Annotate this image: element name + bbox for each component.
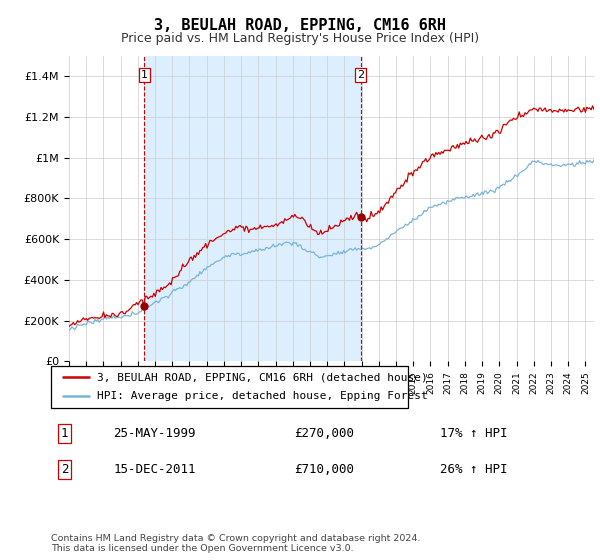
Text: 3, BEULAH ROAD, EPPING, CM16 6RH: 3, BEULAH ROAD, EPPING, CM16 6RH	[154, 18, 446, 34]
Text: £710,000: £710,000	[294, 463, 354, 476]
FancyBboxPatch shape	[51, 366, 408, 408]
Text: HPI: Average price, detached house, Epping Forest: HPI: Average price, detached house, Eppi…	[97, 391, 428, 402]
Text: Price paid vs. HM Land Registry's House Price Index (HPI): Price paid vs. HM Land Registry's House …	[121, 32, 479, 45]
Text: £270,000: £270,000	[294, 427, 354, 440]
Text: 1: 1	[61, 427, 68, 440]
Text: 2: 2	[358, 70, 364, 80]
Text: 26% ↑ HPI: 26% ↑ HPI	[440, 463, 508, 476]
Text: 2: 2	[61, 463, 68, 476]
Text: 25-MAY-1999: 25-MAY-1999	[113, 427, 196, 440]
Text: 1: 1	[141, 70, 148, 80]
Text: 15-DEC-2011: 15-DEC-2011	[113, 463, 196, 476]
Bar	[145, 56, 361, 361]
Text: 3, BEULAH ROAD, EPPING, CM16 6RH (detached house): 3, BEULAH ROAD, EPPING, CM16 6RH (detach…	[97, 372, 428, 382]
Text: Contains HM Land Registry data © Crown copyright and database right 2024.
This d: Contains HM Land Registry data © Crown c…	[51, 534, 421, 553]
Text: 17% ↑ HPI: 17% ↑ HPI	[440, 427, 508, 440]
